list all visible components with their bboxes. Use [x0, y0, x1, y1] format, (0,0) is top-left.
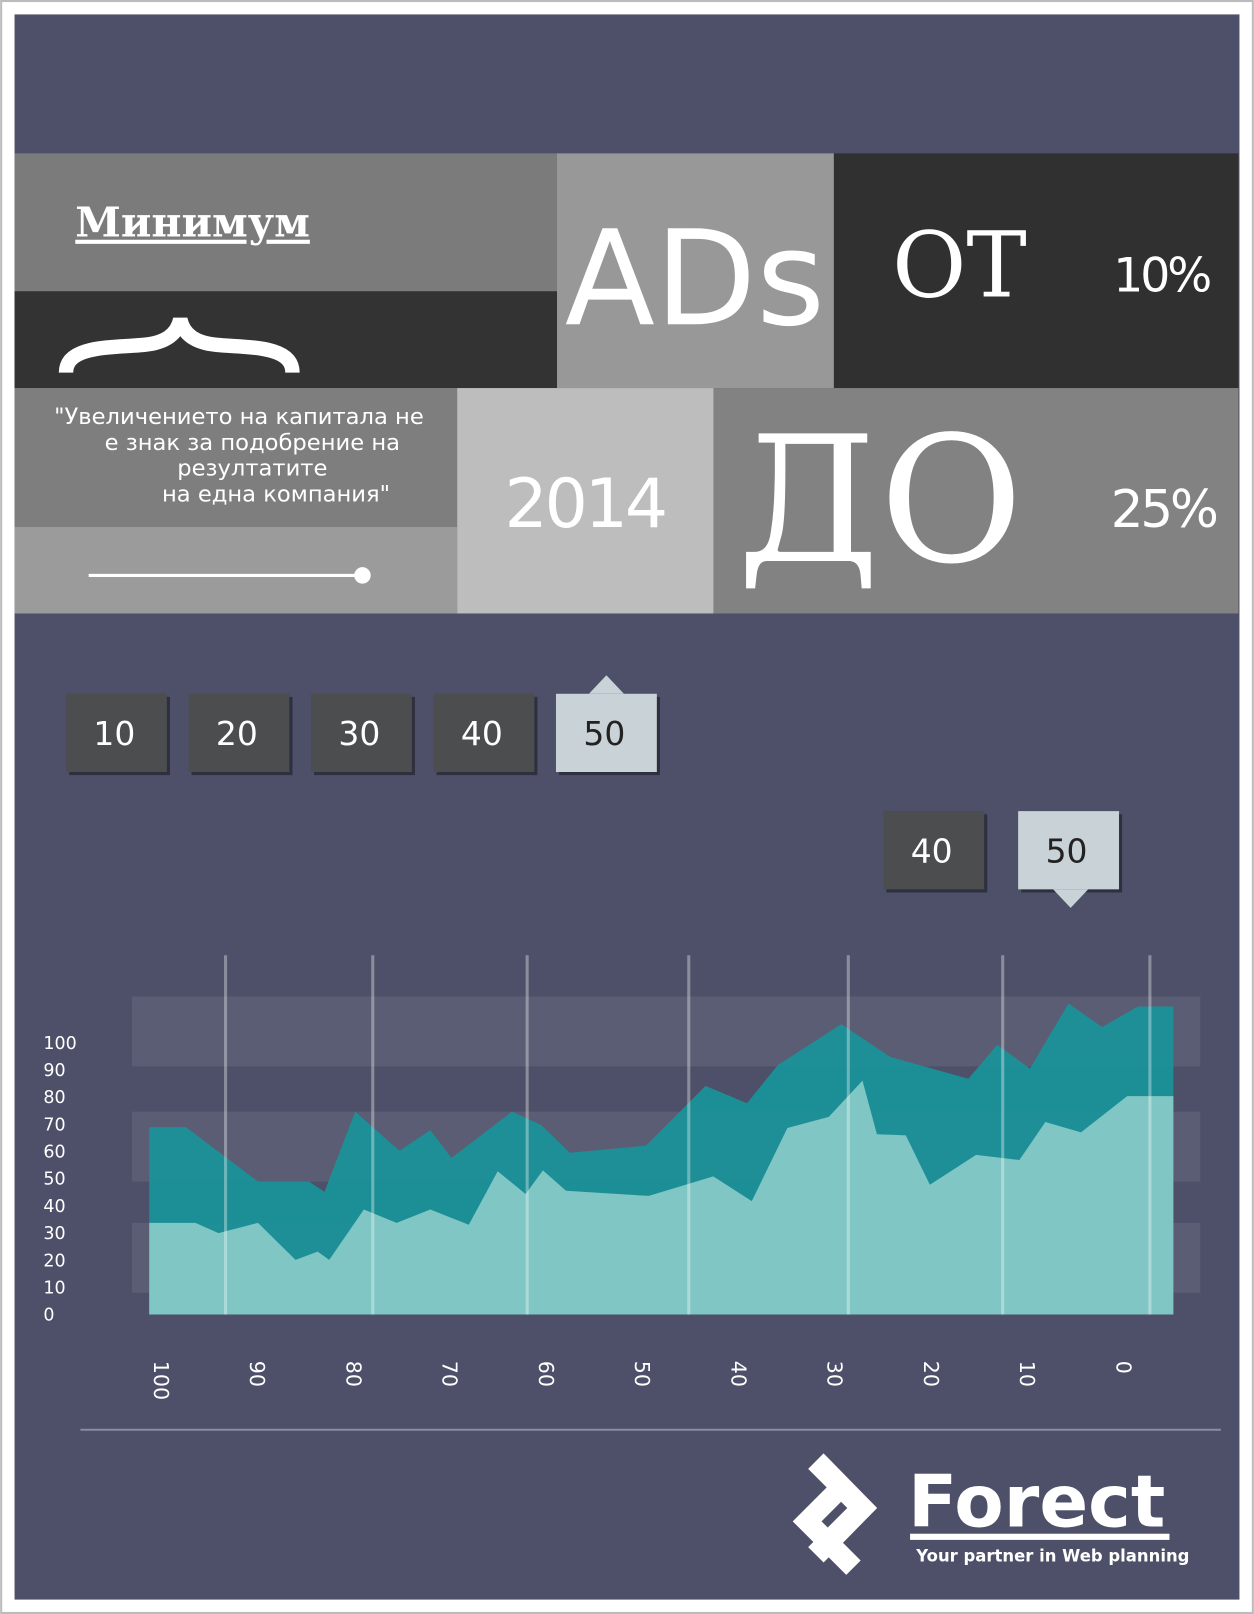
y-tick-label: 90: [43, 1061, 65, 1081]
from-label: ОТ: [892, 213, 1027, 318]
tab-label: 50: [1046, 832, 1088, 871]
tab-face: [883, 811, 985, 890]
y-tick-label: 50: [43, 1170, 65, 1190]
x-tick-label: 100: [149, 1361, 173, 1400]
from-value: 10%: [1113, 248, 1210, 303]
logo-name: Forect: [908, 1460, 1165, 1544]
tile: [833, 153, 1239, 389]
logo-tagline: Your partner in Web planning: [915, 1547, 1189, 1566]
x-tick-label: 30: [823, 1361, 847, 1387]
tab-face: [66, 693, 167, 773]
tab-label: 40: [911, 832, 953, 871]
to-label: ДО: [737, 400, 1023, 603]
year-label: 2014: [505, 465, 666, 544]
y-tick-label: 20: [43, 1251, 65, 1271]
tile: [14, 388, 458, 528]
tab-pointer: [588, 675, 624, 694]
x-tick-label: 70: [438, 1361, 462, 1387]
tab[interactable]: 50: [1018, 811, 1123, 908]
ads-label: ADs: [565, 203, 825, 356]
tab-label: 20: [216, 714, 258, 753]
slider-knob: [354, 567, 371, 584]
quote-line: на една компания": [162, 481, 390, 507]
y-tick-label: 60: [43, 1143, 65, 1163]
tab[interactable]: 40: [883, 811, 988, 893]
y-tick-label: 100: [43, 1034, 76, 1054]
brace: [58, 317, 300, 374]
tab-pointer: [1053, 889, 1089, 908]
tab-label: 30: [338, 714, 380, 753]
y-tick-label: 30: [43, 1224, 65, 1244]
logo-underline: [910, 1533, 1170, 1540]
tile: [457, 388, 714, 614]
y-tick-label: 80: [43, 1088, 65, 1108]
tab[interactable]: 30: [310, 693, 415, 776]
tile: [557, 153, 834, 389]
minimum-label: Минимум: [75, 198, 310, 247]
tab-face: [555, 693, 657, 773]
x-tick-label: 40: [726, 1361, 750, 1387]
x-tick-label: 20: [919, 1361, 943, 1387]
tab-label: 10: [93, 714, 135, 753]
logo-mark: [792, 1453, 878, 1575]
to-value: 25%: [1111, 480, 1217, 540]
areas: [149, 1003, 1174, 1315]
tab[interactable]: 40: [433, 693, 538, 776]
y-tick-label: 70: [43, 1115, 65, 1135]
tile: [14, 153, 558, 292]
tab-label: 40: [461, 714, 503, 753]
tab[interactable]: 10: [66, 693, 170, 776]
quote-line: резултатите: [177, 456, 327, 482]
tab-face: [433, 693, 535, 773]
area: [149, 1080, 1174, 1315]
tab[interactable]: 50: [555, 675, 660, 776]
y-tick-label: 10: [43, 1278, 65, 1298]
band: [131, 996, 1201, 1067]
tab-face: [310, 693, 412, 773]
x-tick-label: 80: [341, 1361, 365, 1387]
tab-label: 50: [583, 714, 625, 753]
x-tick-label: 50: [630, 1361, 654, 1387]
tile: [713, 388, 1239, 614]
x-tick-label: 0: [1111, 1361, 1135, 1374]
x-tick-label: 10: [1015, 1361, 1039, 1387]
y-tick-label: 40: [43, 1197, 65, 1217]
x-tick-label: 90: [245, 1361, 269, 1387]
tab[interactable]: 20: [188, 693, 293, 776]
tab-face: [188, 693, 290, 773]
x-tick-label: 60: [534, 1361, 558, 1387]
quote-line: е знак за подобрение на: [105, 430, 400, 456]
quote-line: "Увеличението на капитала не: [54, 404, 424, 430]
tile: [14, 291, 558, 389]
tile: [14, 527, 458, 614]
vertical-lines: [224, 955, 1152, 1315]
tab-face: [1018, 811, 1120, 890]
y-tick-label: 0: [43, 1306, 54, 1326]
